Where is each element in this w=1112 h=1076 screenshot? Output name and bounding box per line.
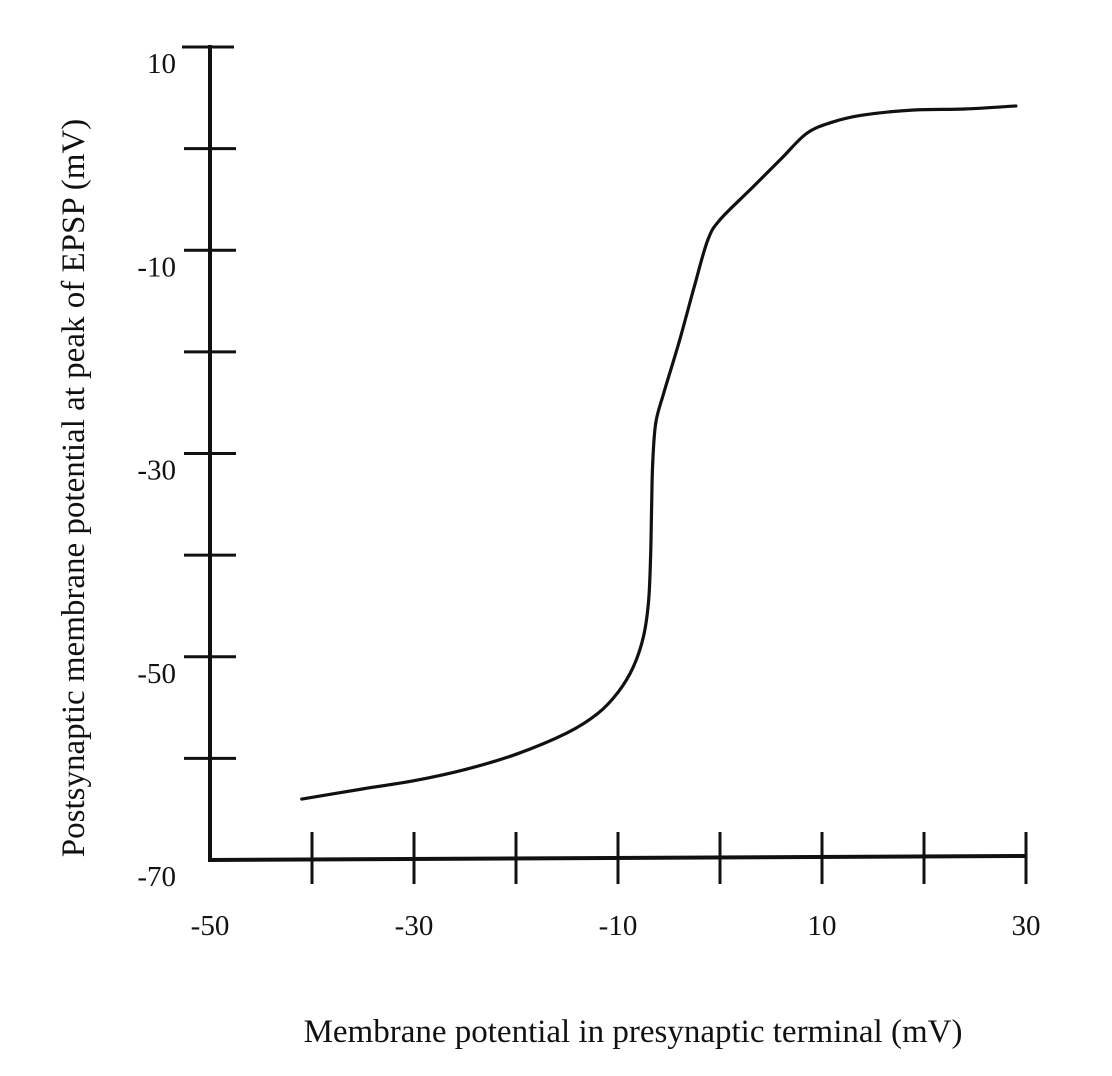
data-point: [514, 752, 518, 756]
series-points: [300, 104, 1018, 801]
data-point: [361, 787, 365, 791]
data-point: [565, 731, 569, 735]
data-point: [650, 502, 654, 506]
data-point: [677, 340, 681, 344]
x-tick-label: 10: [808, 910, 837, 942]
axis-ticks: [184, 147, 926, 884]
data-point: [1014, 104, 1018, 108]
y-tick-label: -50: [137, 658, 176, 690]
data-point: [718, 218, 722, 222]
series-line: [300, 104, 1018, 801]
data-point: [805, 131, 809, 135]
axes: [182, 45, 1028, 884]
x-tick-label: -10: [599, 910, 638, 942]
data-point: [647, 599, 651, 603]
data-point: [651, 462, 655, 466]
data-point: [596, 712, 600, 716]
data-point: [616, 690, 620, 694]
data-point: [662, 391, 666, 395]
data-point: [912, 108, 916, 112]
tick-labels: -50 -30 -10 10 30 10 -10 -30 -50 -70: [137, 48, 1040, 942]
x-tick-label: -50: [191, 910, 230, 942]
data-point: [300, 797, 304, 801]
data-point: [412, 779, 416, 783]
y-axis-title: Postsynaptic membrane potential at peak …: [56, 119, 92, 857]
data-point: [779, 157, 783, 161]
y-tick-label: -70: [137, 861, 176, 893]
y-tick-label: 10: [147, 48, 176, 80]
data-point: [830, 120, 834, 124]
data-point: [649, 553, 653, 557]
data-point: [706, 238, 710, 242]
data-point: [654, 421, 658, 425]
data-point: [631, 665, 635, 669]
data-point: [642, 634, 645, 638]
x-tick-label: 30: [1012, 910, 1041, 942]
x-tick-label: -30: [395, 910, 434, 942]
data-point: [693, 284, 696, 288]
data-point: [749, 187, 753, 191]
data-point: [463, 768, 467, 772]
y-tick-label: -30: [137, 455, 176, 487]
y-tick-label: -10: [137, 251, 176, 283]
data-point: [963, 107, 967, 111]
data-point: [861, 113, 865, 117]
x-axis-title: Membrane potential in presynaptic termin…: [304, 1014, 963, 1050]
